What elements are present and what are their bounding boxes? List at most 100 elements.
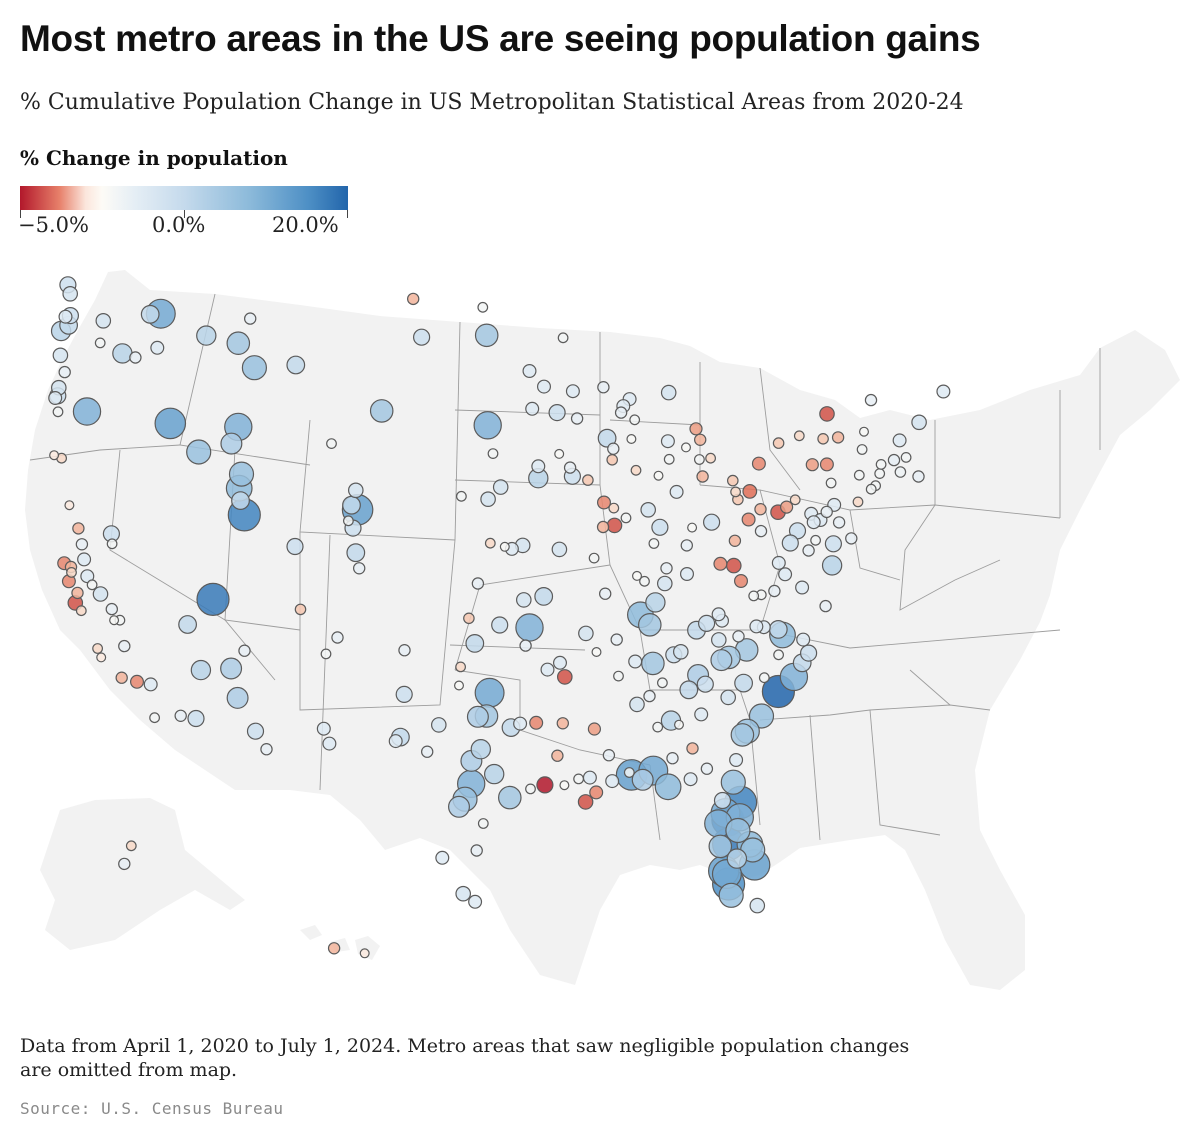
metro-bubble-mobile[interactable] (623, 767, 635, 778)
metro-bubble-milwaukee[interactable] (626, 434, 637, 445)
metro-bubble-sacramento[interactable] (77, 552, 92, 567)
metro-bubble-wichita[interactable] (471, 577, 485, 590)
metro-bubble-pittsburgh[interactable] (754, 503, 767, 516)
metro-bubble-memphis[interactable] (591, 647, 602, 658)
metro-bubble-baltimore[interactable] (810, 534, 821, 546)
metro-bubble-buffalo[interactable] (772, 437, 785, 449)
metro-bubble-monroe[interactable] (556, 717, 570, 730)
metro-bubble-minneapolis[interactable] (536, 379, 551, 394)
metro-bubble-san-luis-obispo[interactable] (92, 643, 103, 654)
metro-bubble-watertown[interactable] (819, 406, 835, 422)
metro-bubble-kennewick[interactable] (112, 343, 133, 364)
metro-bubble-tallahassee[interactable] (683, 772, 698, 787)
metro-bubble-wichita-falls[interactable] (454, 680, 465, 691)
metro-bubble-orlando[interactable] (725, 817, 751, 844)
metro-bubble-albany[interactable] (856, 444, 868, 455)
metro-bubble-columbus-oh[interactable] (702, 513, 721, 531)
metro-bubble-college-station[interactable] (484, 763, 505, 785)
metro-bubble-salisbury[interactable] (821, 555, 843, 576)
metro-bubble-santa-fe[interactable] (331, 631, 344, 644)
metro-bubble-south-bend[interactable] (653, 470, 664, 481)
metro-bubble-state-college[interactable] (789, 494, 801, 506)
metro-bubble-fargo[interactable] (474, 323, 499, 348)
metro-bubble-richmond[interactable] (795, 580, 810, 595)
metro-bubble-beckley[interactable] (733, 574, 748, 589)
metro-bubble-sheboygan[interactable] (629, 414, 641, 426)
metro-bubble-cleveland-tn[interactable] (672, 643, 689, 660)
metro-bubble-new-york[interactable] (852, 496, 864, 508)
metro-bubble-bloomington-in[interactable] (648, 538, 660, 549)
metro-bubble-kalamazoo[interactable] (663, 453, 675, 465)
metro-bubble-kingsport[interactable] (711, 607, 726, 622)
metro-bubble-peoria[interactable] (596, 495, 611, 510)
metro-bubble-parkersburg[interactable] (728, 534, 742, 547)
metro-bubble-rockford[interactable] (606, 454, 618, 466)
metro-bubble-fayetteville-ar[interactable] (515, 613, 544, 642)
metro-bubble-york[interactable] (806, 515, 821, 530)
metro-bubble-redding[interactable] (64, 500, 75, 511)
metro-bubble-bloomington-il[interactable] (608, 502, 620, 514)
metro-bubble-pueblo[interactable] (353, 562, 366, 575)
metro-bubble-gainesville-fl[interactable] (713, 791, 732, 810)
metro-bubble-gulfport[interactable] (605, 774, 620, 789)
metro-bubble-fort-smith[interactable] (519, 639, 532, 652)
metro-bubble-birmingham[interactable] (643, 689, 656, 703)
metro-bubble-anchorage[interactable] (118, 857, 131, 871)
metro-bubble-worcester[interactable] (887, 453, 901, 467)
metro-bubble-barnstable[interactable] (912, 470, 925, 483)
metro-bubble-tampa[interactable] (708, 834, 733, 859)
metro-bubble-oklahoma-city[interactable] (465, 634, 485, 653)
metro-bubble-lincoln[interactable] (480, 491, 496, 507)
metro-bubble-houma[interactable] (577, 794, 594, 810)
metro-bubble-enid[interactable] (463, 612, 475, 625)
metro-bubble-lewiston[interactable] (150, 340, 165, 355)
metro-bubble-sioux-falls[interactable] (473, 411, 502, 440)
metro-bubble-joplin[interactable] (515, 592, 532, 608)
metro-bubble-sebring[interactable] (726, 848, 748, 869)
metro-bubble-brunswick[interactable] (729, 753, 744, 768)
metro-bubble-albuquerque[interactable] (320, 648, 332, 660)
metro-bubble-manchester[interactable] (892, 433, 907, 448)
metro-bubble-augusta[interactable] (720, 689, 736, 706)
metro-bubble-traverse-city[interactable] (660, 384, 677, 401)
metro-bubble-new-bern[interactable] (799, 644, 818, 662)
metro-bubble-atlanta[interactable] (679, 680, 699, 700)
metro-bubble-reading[interactable] (820, 505, 833, 519)
metro-bubble-lexington[interactable] (679, 567, 694, 582)
metro-bubble-owensboro[interactable] (639, 575, 650, 587)
metro-bubble-waco[interactable] (470, 739, 491, 760)
metro-bubble-bend[interactable] (72, 397, 102, 426)
metro-bubble-nashville[interactable] (637, 612, 662, 637)
metro-bubble-fort-worth[interactable] (466, 705, 489, 728)
metro-bubble-brownsville[interactable] (468, 894, 483, 909)
metro-bubble-flint[interactable] (694, 433, 707, 446)
metro-bubble-baton-rouge[interactable] (573, 773, 584, 785)
metro-bubble-louisville[interactable] (660, 562, 673, 575)
metro-bubble-spokane[interactable] (140, 304, 160, 324)
metro-bubble-la-crosse[interactable] (570, 412, 584, 425)
metro-bubble-lafayette-la[interactable] (559, 780, 570, 791)
metro-bubble-corpus-christi[interactable] (470, 844, 483, 857)
metro-bubble-greenville-nc[interactable] (796, 632, 811, 647)
metro-bubble-portland-me[interactable] (911, 414, 927, 431)
metro-bubble-jonesboro[interactable] (578, 625, 594, 642)
metro-bubble-longview[interactable] (52, 347, 69, 364)
metro-bubble-athens-ga[interactable] (696, 675, 714, 693)
metro-bubble-waterloo[interactable] (554, 448, 565, 459)
metro-bubble-lynchburg[interactable] (768, 584, 781, 598)
metro-bubble-san-antonio[interactable] (448, 795, 471, 818)
metro-bubble-columbia-mo[interactable] (551, 541, 568, 558)
metro-bubble-lake-havasu[interactable] (190, 659, 212, 681)
metro-bubble-corvallis[interactable] (48, 391, 63, 406)
metro-bubble-walla-walla[interactable] (129, 351, 142, 364)
metro-bubble-alexandria[interactable] (551, 749, 564, 762)
metro-bubble-toledo[interactable] (696, 470, 709, 483)
metro-bubble-panama-city[interactable] (654, 773, 682, 801)
metro-bubble-bangor[interactable] (936, 384, 951, 399)
metro-bubble-hanford[interactable] (109, 615, 120, 626)
metro-bubble-grand-rapids[interactable] (660, 434, 675, 449)
metro-bubble-grants-pass[interactable] (49, 450, 60, 461)
metro-bubble-harrisonburg[interactable] (771, 555, 786, 570)
metro-bubble-jacksonville-fl[interactable] (720, 769, 746, 795)
metro-bubble-rochester-ny[interactable] (793, 430, 805, 442)
